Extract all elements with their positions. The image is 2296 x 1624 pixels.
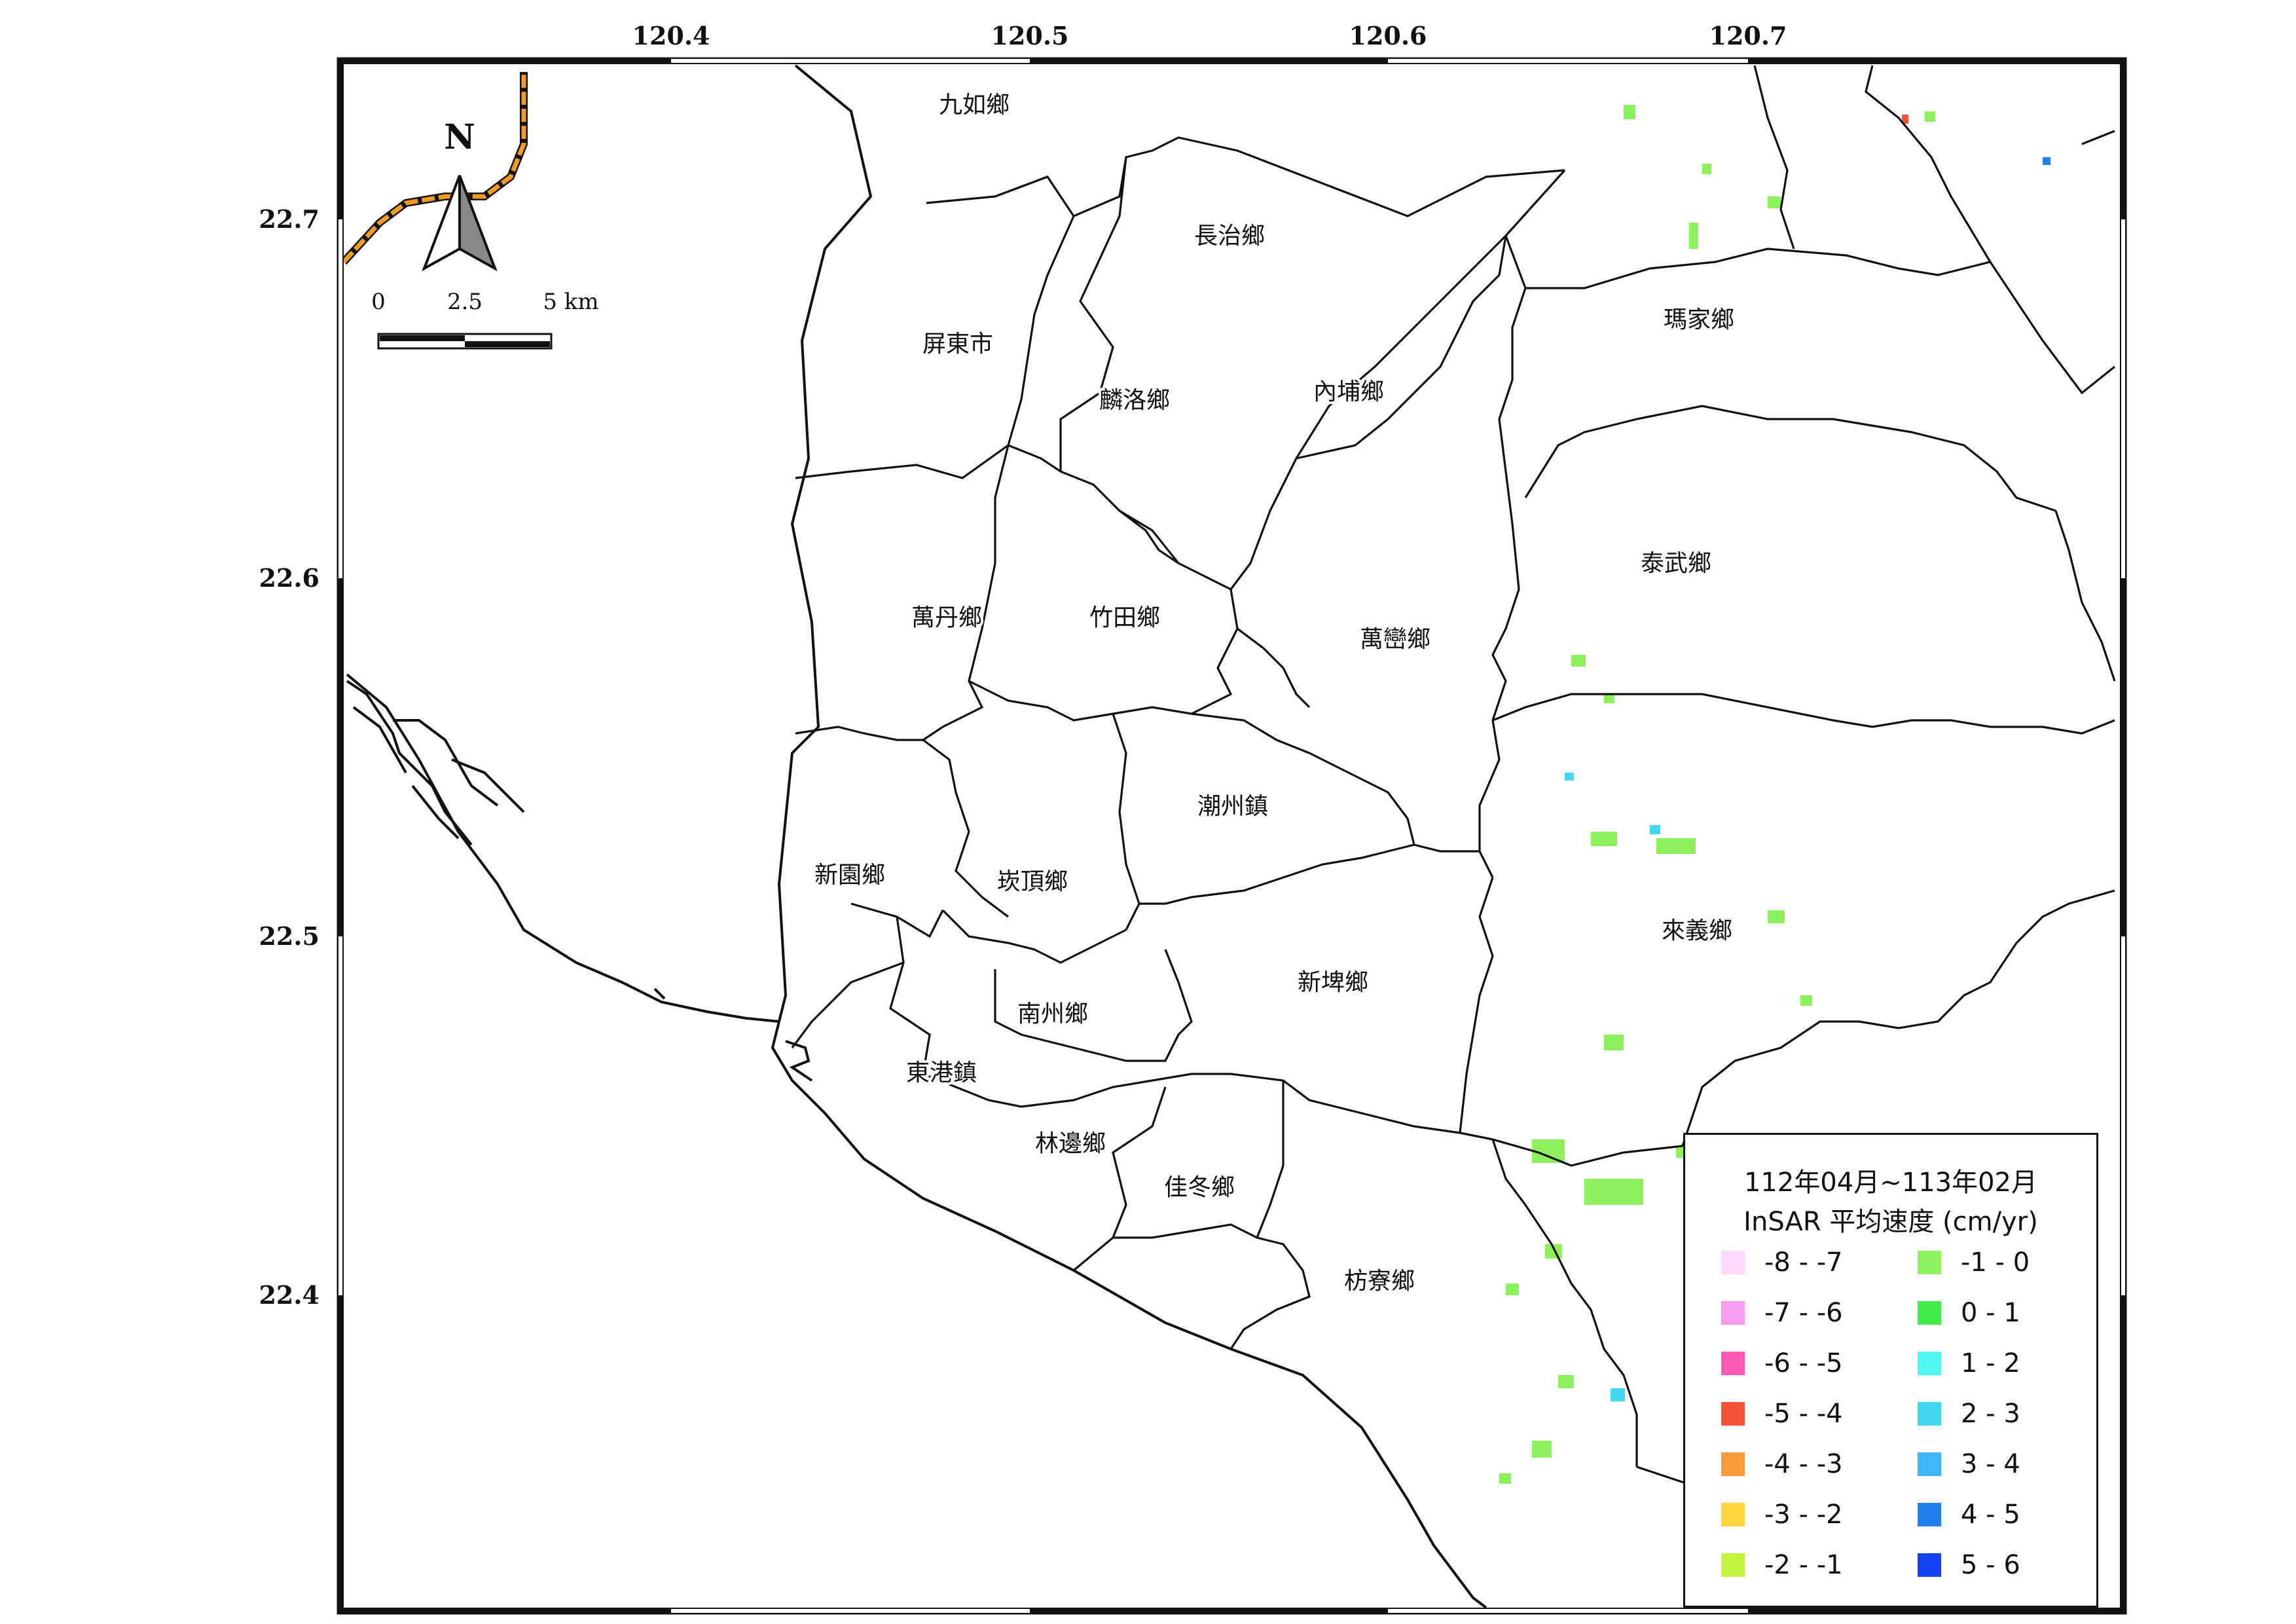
legend-label: -1 - 0 (1961, 1247, 2030, 1278)
legend-item: -3 - -2 (1721, 1498, 1843, 1531)
legend-item: 1 - 2 (1918, 1347, 2020, 1380)
x-tick-label: 120.5 (991, 21, 1069, 50)
township-label: 林邊鄉 (1035, 1130, 1106, 1157)
township-label: 佳冬鄉 (1164, 1174, 1235, 1201)
legend-swatch (1918, 1402, 1941, 1426)
township-label: 屏東市 (922, 331, 993, 358)
township-label: 九如鄉 (939, 92, 1010, 119)
legend-item: -7 - -6 (1721, 1297, 1843, 1329)
legend-label: 4 - 5 (1961, 1500, 2020, 1530)
township-label: 來義鄉 (1662, 917, 1732, 944)
legend-swatch (1721, 1301, 1745, 1325)
township-label: 崁頂鄉 (997, 868, 1068, 895)
y-tick-label: 22.7 (259, 204, 319, 234)
north-arrow: N (422, 111, 498, 272)
township-label: 新埤鄉 (1298, 969, 1368, 996)
x-tick-label: 120.4 (632, 21, 710, 50)
map-frame (337, 57, 2127, 1615)
latitude-labels: 22.7 22.6 22.5 22.4 (259, 204, 319, 1310)
legend-item: -2 - -1 (1721, 1549, 1843, 1581)
legend-label: -7 - -6 (1764, 1298, 1843, 1328)
legend-swatch (1721, 1352, 1745, 1375)
legend-label: -3 - -2 (1764, 1500, 1843, 1530)
scale-label: 5 km (543, 289, 598, 315)
legend-swatch (1918, 1301, 1941, 1325)
township-labels: 九如鄉 長治鄉 屏東市 麟洛鄉 內埔鄉 瑪家鄉 泰武鄉 萬丹鄉 竹田鄉 萬巒鄉 … (812, 89, 1737, 1297)
legend-item: 2 - 3 (1918, 1397, 2020, 1430)
legend-item: 3 - 4 (1918, 1448, 2020, 1481)
legend-item: -6 - -5 (1721, 1347, 1843, 1380)
y-tick-label: 22.4 (259, 1280, 319, 1310)
insar-velocity-layer (786, 65, 2050, 1608)
legend-label: -2 - -1 (1764, 1550, 1843, 1580)
legend-item: 0 - 1 (1918, 1297, 2020, 1329)
township-label: 枋寮鄉 (1344, 1268, 1415, 1295)
township-label: 內埔鄉 (1313, 378, 1384, 405)
longitude-labels: 120.4 120.5 120.6 120.7 (632, 21, 1787, 50)
township-label: 長治鄉 (1194, 223, 1265, 249)
legend-swatch (1721, 1452, 1745, 1476)
legend-item: -8 - -7 (1721, 1246, 1843, 1279)
legend-item: 4 - 5 (1918, 1498, 2020, 1531)
township-boundaries (791, 65, 2116, 1547)
legend-subtitle: InSAR 平均速度 (cm/yr) (1743, 1207, 2038, 1237)
township-label: 萬巒鄉 (1360, 626, 1430, 653)
x-tick-label: 120.7 (1709, 21, 1787, 50)
legend-swatch (1721, 1402, 1745, 1426)
legend-label: 3 - 4 (1961, 1449, 2020, 1479)
legend: 112年04月~113年02月 InSAR 平均速度 (cm/yr) -8 - … (1683, 1133, 2098, 1608)
legend-item: -4 - -3 (1721, 1448, 1843, 1481)
legend-swatch (1721, 1503, 1745, 1526)
township-label: 南州鄉 (1017, 1001, 1088, 1027)
kaohsiung-coast (346, 673, 780, 1023)
township-label: 瑪家鄉 (1664, 306, 1734, 333)
legend-swatch (1918, 1251, 1941, 1274)
legend-label: 1 - 2 (1961, 1348, 2020, 1378)
legend-label: 2 - 3 (1961, 1399, 2020, 1429)
legend-label: -8 - -7 (1764, 1247, 1843, 1278)
legend-swatch (1918, 1452, 1941, 1476)
x-tick-label: 120.6 (1349, 21, 1427, 50)
harbor-outline (346, 680, 666, 1000)
north-arrow-label: N (444, 117, 475, 157)
legend-label: -4 - -3 (1764, 1449, 1843, 1479)
legend-item: -5 - -4 (1721, 1397, 1843, 1430)
township-label: 東港鎮 (906, 1060, 977, 1086)
legend-label: 0 - 1 (1961, 1298, 2020, 1328)
north-arrow-icon (422, 175, 461, 272)
legend-item: -1 - 0 (1918, 1246, 2030, 1279)
legend-swatch (1918, 1352, 1941, 1375)
scale-label: 0 (371, 289, 386, 315)
legend-swatch (1918, 1503, 1941, 1526)
legend-item: 5 - 6 (1918, 1549, 2020, 1581)
river-mouth (785, 1040, 813, 1082)
highway-line-inner (344, 72, 526, 264)
township-label: 麟洛鄉 (1099, 387, 1170, 414)
legend-title: 112年04月~113年02月 (1743, 1168, 2037, 1198)
legend-label: 5 - 6 (1961, 1550, 2020, 1580)
township-label: 竹田鄉 (1089, 604, 1160, 631)
coastline (771, 64, 1487, 1608)
legend-swatch (1721, 1553, 1745, 1577)
legend-swatch (1721, 1251, 1745, 1274)
scale-bar: 0 2.5 5 km (371, 289, 599, 350)
y-tick-label: 22.5 (259, 921, 319, 951)
township-label: 新園鄉 (814, 862, 885, 889)
township-label: 萬丹鄉 (911, 604, 982, 631)
y-tick-label: 22.6 (259, 563, 319, 593)
township-label: 潮州鎮 (1197, 793, 1268, 820)
scale-label: 2.5 (447, 289, 483, 315)
township-label: 泰武鄉 (1641, 550, 1711, 577)
legend-swatch (1918, 1553, 1941, 1577)
legend-label: -6 - -5 (1764, 1348, 1843, 1378)
legend-label: -5 - -4 (1764, 1399, 1843, 1429)
